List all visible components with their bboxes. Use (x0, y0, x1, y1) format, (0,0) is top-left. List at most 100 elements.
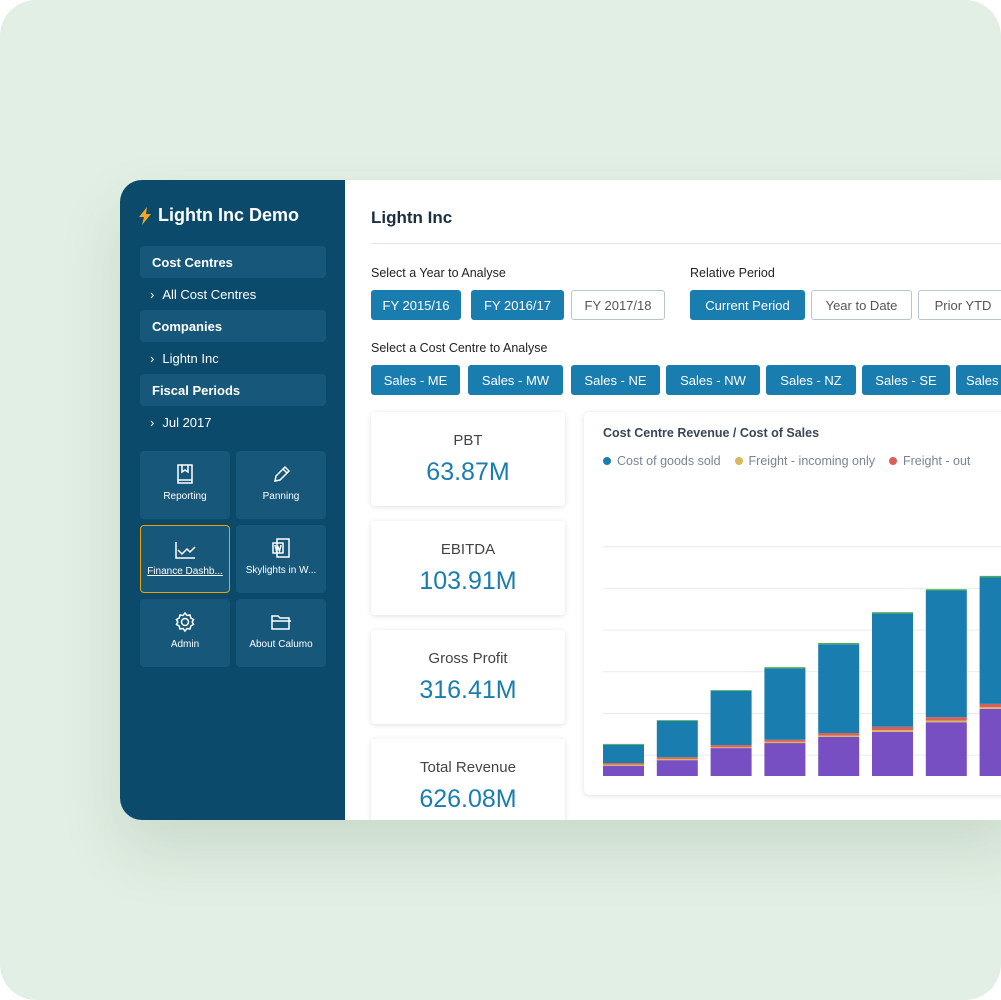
bar-segment[interactable] (764, 668, 806, 740)
lightning-bolt-icon (139, 206, 151, 225)
sidebar: Lightn Inc Demo Cost Centres › All Cost C… (120, 180, 345, 820)
legend-label: Freight - incoming only (748, 454, 875, 468)
year-button-fy-2015-16[interactable]: FY 2015/16 (371, 290, 461, 320)
legend-dot-icon (734, 457, 743, 465)
brand-name: Lightn Inc Demo (158, 205, 299, 225)
bar-segment[interactable] (979, 703, 1001, 708)
chevron-right-icon: › (150, 415, 155, 430)
chart-card: Cost Centre Revenue / Cost of Sales Cost… (584, 412, 1001, 795)
legend-label: Freight - out (903, 454, 971, 468)
tile-label: Finance Dashb... (147, 566, 223, 577)
cc-button-nz[interactable]: Sales - NZ (766, 365, 856, 395)
section-cost-centres[interactable]: Cost Centres (140, 246, 326, 278)
tile-admin[interactable]: Admin (140, 599, 230, 667)
bar-segment[interactable] (656, 720, 698, 758)
bar-segment[interactable] (925, 720, 967, 723)
period-button-current[interactable]: Current Period (690, 290, 805, 320)
bar-segment[interactable] (710, 690, 752, 691)
tile-label: Admin (170, 639, 200, 650)
tile-panning[interactable]: Panning (236, 451, 326, 519)
kpi-card-total-revenue: Total Revenue 626.08M (371, 739, 565, 820)
bar-segment[interactable] (764, 739, 806, 742)
bar-segment[interactable] (818, 643, 860, 645)
bar-segment[interactable] (603, 765, 644, 776)
cc-button-mw[interactable]: Sales - MW (468, 365, 563, 395)
kpi-label: PBT (453, 432, 483, 449)
year-label: Select a Year to Analyse (371, 266, 506, 280)
cost-centre-label: Select a Cost Centre to Analyse (371, 341, 548, 355)
tree-item-jul-2017[interactable]: › Jul 2017 (150, 415, 212, 430)
kpi-value: 626.08M (419, 785, 517, 813)
tile-finance-dashboard[interactable]: Finance Dashb... (140, 525, 230, 593)
bar-segment[interactable] (872, 731, 913, 776)
divider (371, 243, 1001, 244)
bar-segment[interactable] (925, 717, 967, 721)
page-title: Lightn Inc (371, 208, 453, 227)
tree-item-lightn-inc[interactable]: › Lightn Inc (150, 351, 219, 366)
year-button-fy-2017-18[interactable]: FY 2017/18 (571, 290, 665, 320)
folder-icon (271, 615, 291, 630)
bar-segment[interactable] (656, 758, 698, 761)
stacked-bar-chart (603, 546, 1001, 776)
period-button-prior-ytd[interactable]: Prior YTD (918, 290, 1001, 320)
legend-label: Cost of goods sold (617, 454, 721, 468)
bar-segment[interactable] (764, 667, 806, 669)
bar-segment[interactable] (979, 707, 1001, 709)
kpi-value: 103.91M (419, 567, 517, 595)
bar-segment[interactable] (979, 577, 1001, 704)
legend-item[interactable]: Cost of goods sold (603, 454, 721, 468)
kpi-label: EBITDA (440, 541, 496, 558)
bar-segment[interactable] (818, 736, 860, 776)
bar-segment[interactable] (818, 735, 860, 737)
section-companies[interactable]: Companies (140, 310, 326, 342)
tile-reporting[interactable]: Reporting (140, 451, 230, 519)
bar-segment[interactable] (872, 612, 913, 614)
bar-segment[interactable] (818, 733, 860, 736)
kpi-label: Gross Profit (428, 650, 508, 667)
bar-segment[interactable] (764, 741, 806, 744)
cc-button-more[interactable]: Sales (956, 365, 1001, 395)
bar-segment[interactable] (925, 590, 967, 718)
bar-segment[interactable] (710, 690, 752, 746)
tree-item-label: Lightn Inc (162, 351, 219, 366)
bar-segment[interactable] (872, 726, 913, 731)
bar-segment[interactable] (656, 757, 698, 759)
bar-segment[interactable] (979, 708, 1001, 776)
bar-segment[interactable] (710, 748, 752, 776)
bar-segment[interactable] (925, 722, 967, 776)
bar-segment[interactable] (710, 747, 752, 749)
tile-skylights-in-word[interactable]: Skylights in W... (236, 525, 326, 593)
bar-segment[interactable] (818, 644, 860, 734)
tile-label: Reporting (163, 491, 207, 502)
legend-item[interactable]: Freight - out (889, 454, 970, 468)
bar-segment[interactable] (656, 760, 698, 776)
kpi-card-pbt: PBT 63.87M (371, 412, 565, 506)
section-fiscal-periods[interactable]: Fiscal Periods (140, 374, 326, 406)
bar-segment[interactable] (764, 743, 806, 776)
period-button-ytd[interactable]: Year to Date (811, 290, 912, 320)
tree-item-label: All Cost Centres (162, 287, 257, 302)
legend-item[interactable]: Freight - incoming only (734, 454, 875, 468)
bar-segment[interactable] (603, 743, 644, 745)
cc-button-se[interactable]: Sales - SE (862, 365, 950, 395)
bar-segment[interactable] (656, 720, 698, 721)
kpi-value: 63.87M (426, 458, 510, 486)
bar-segment[interactable] (603, 764, 644, 766)
bar-segment[interactable] (872, 730, 913, 732)
year-button-fy-2016-17[interactable]: FY 2016/17 (471, 290, 564, 320)
cc-button-nw[interactable]: Sales - NW (666, 365, 760, 395)
bar-segment[interactable] (603, 763, 644, 765)
cc-button-ne[interactable]: Sales - NE (571, 365, 660, 395)
tree-item-label: Jul 2017 (162, 415, 212, 430)
gear-icon (175, 611, 195, 633)
bar-segment[interactable] (925, 589, 967, 591)
cc-button-me[interactable]: Sales - ME (371, 365, 460, 395)
bar-segment[interactable] (872, 613, 913, 727)
legend-dot-icon (603, 457, 611, 465)
bar-segment[interactable] (979, 575, 1001, 578)
tile-about-calumo[interactable]: About Calumo (236, 599, 326, 667)
bar-segment[interactable] (603, 744, 644, 764)
tree-item-all-cost-centres[interactable]: › All Cost Centres (150, 287, 256, 302)
word-document-icon (272, 538, 290, 558)
bar-segment[interactable] (710, 745, 752, 748)
